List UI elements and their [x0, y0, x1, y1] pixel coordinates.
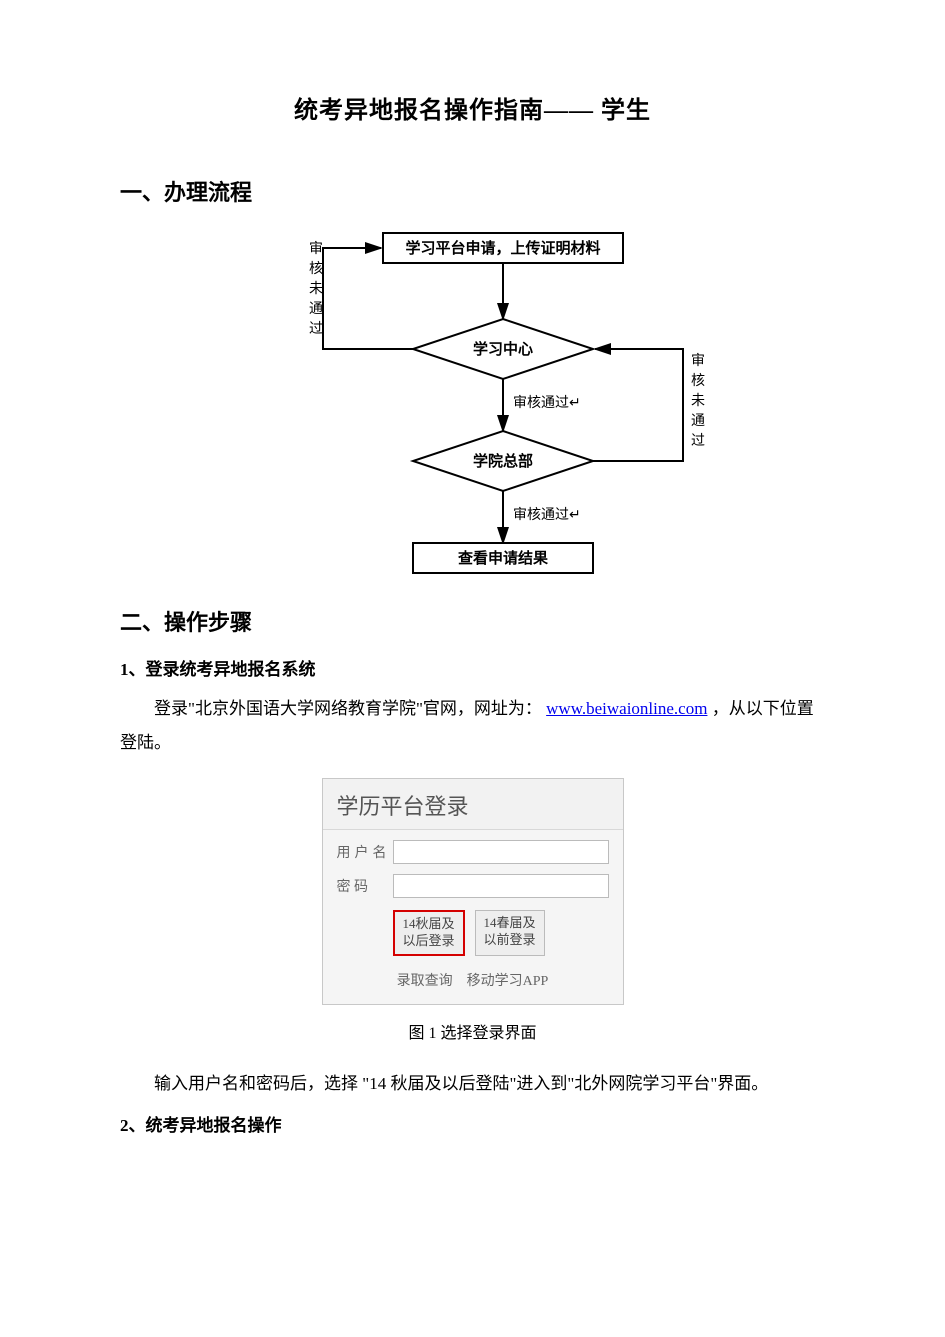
- official-site-link[interactable]: www.beiwaionline.com: [546, 699, 707, 718]
- svg-text:未: 未: [309, 281, 323, 297]
- login-after-14autumn-button[interactable]: 14秋届及 以后登录: [393, 910, 465, 956]
- btn2-line2: 以前登录: [484, 932, 536, 947]
- svg-text:核: 核: [309, 261, 323, 277]
- step-2-heading: 2、统考异地报名操作: [120, 1111, 825, 1136]
- step-1-heading: 1、登录统考异地报名系统: [120, 655, 825, 680]
- login-panel-title: 学历平台登录: [323, 779, 623, 830]
- svg-text:过: 过: [309, 321, 323, 337]
- flow-node-3: 学院总部: [472, 452, 532, 470]
- flow-fail-left-label: 审 核 未 通 过: [309, 241, 323, 337]
- password-label: 密 码: [337, 876, 393, 896]
- btn1-line2: 以后登录: [403, 933, 455, 948]
- flow-pass-2: 审核通过↵: [513, 507, 581, 523]
- admission-query-link[interactable]: 录取查询: [397, 970, 453, 990]
- flow-node-4: 查看申请结果: [457, 549, 548, 567]
- flow-node-2: 学习中心: [472, 340, 532, 358]
- step-1-after-paragraph: 输入用户名和密码后，选择 "14 秋届及以后登陆"进入到"北外网院学习平台"界面…: [120, 1067, 825, 1101]
- mobile-app-link[interactable]: 移动学习APP: [467, 970, 549, 990]
- step-1-text-pre: 登录"北京外国语大学网络教育学院"官网，网址为：: [154, 699, 542, 718]
- username-label: 用户名: [337, 842, 393, 862]
- login-panel: 学历平台登录 用户名 密 码 14秋届及 以后登录 14春届及 以前登录: [322, 778, 624, 1005]
- svg-text:通: 通: [309, 301, 323, 317]
- svg-text:核: 核: [691, 373, 705, 389]
- password-row: 密 码: [323, 864, 623, 898]
- username-input[interactable]: [393, 840, 609, 864]
- flowchart: 学习平台申请，上传证明材料 学习中心 审 核 未 通 过 审核通过↵ 学院总部: [120, 225, 825, 585]
- section-2-heading: 二、操作步骤: [120, 605, 825, 637]
- login-before-14spring-button[interactable]: 14春届及 以前登录: [475, 910, 545, 956]
- username-row: 用户名: [323, 830, 623, 864]
- flow-fail-right-label: 审 核 未 通 过: [691, 353, 705, 449]
- password-input[interactable]: [393, 874, 609, 898]
- page-title: 统考异地报名操作指南—— 学生: [120, 90, 825, 125]
- btn1-line1: 14秋届及: [403, 916, 455, 931]
- flow-node-1: 学习平台申请，上传证明材料: [405, 239, 600, 257]
- svg-text:通: 通: [691, 413, 705, 429]
- step-1-paragraph: 登录"北京外国语大学网络教育学院"官网，网址为： www.beiwaionlin…: [120, 692, 825, 760]
- svg-text:审: 审: [309, 241, 323, 257]
- section-1-heading: 一、办理流程: [120, 175, 825, 207]
- svg-text:未: 未: [691, 393, 705, 409]
- flow-pass-1: 审核通过↵: [513, 395, 581, 411]
- figure-1-caption: 图 1 选择登录界面: [120, 1019, 825, 1043]
- btn2-line1: 14春届及: [484, 915, 536, 930]
- svg-text:审: 审: [691, 353, 705, 369]
- svg-text:过: 过: [691, 433, 705, 449]
